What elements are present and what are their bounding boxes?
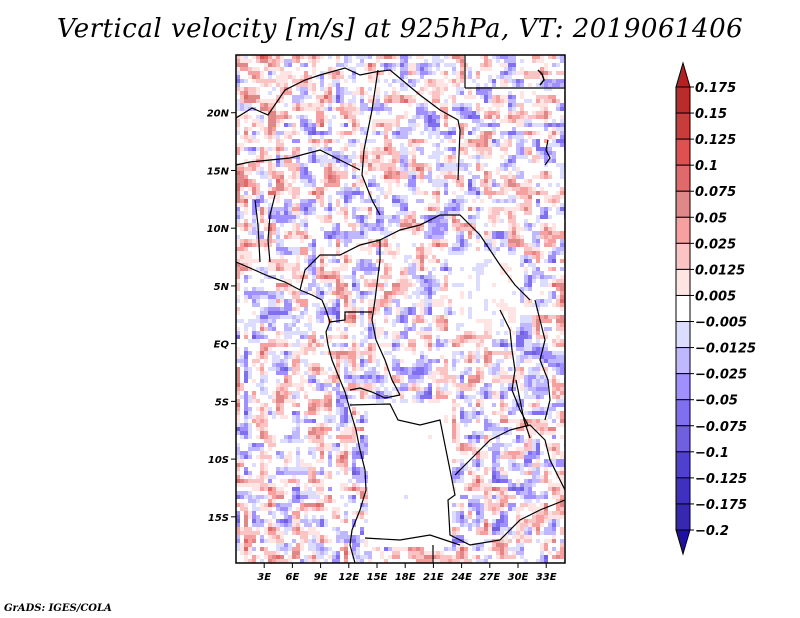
colorbar-swatch	[675, 425, 691, 453]
country-borders	[236, 55, 565, 563]
lon-tick-label: 3E	[257, 572, 271, 583]
border-line	[534, 299, 551, 421]
border-line	[371, 240, 401, 396]
colorbar-swatch	[675, 164, 691, 192]
lat-tick-label: EQ	[214, 340, 230, 351]
border-line	[236, 149, 361, 171]
colorbar-swatch	[675, 477, 691, 505]
lake-outline	[544, 139, 551, 166]
border-line	[349, 387, 401, 399]
lon-tick-label: 15E	[367, 572, 388, 583]
lon-tick-label: 9E	[314, 572, 328, 583]
colorbar-level-label: 0.0125	[695, 263, 745, 278]
border-line	[364, 534, 461, 546]
border-line	[329, 311, 372, 323]
colorbar-level-label: 0.05	[695, 211, 727, 226]
longitude-axis: 3E 6E 9E 12E 15E 18E 21E 24E 27E 30E 33E	[257, 563, 557, 583]
colorbar-swatch	[675, 503, 691, 531]
coastline	[236, 261, 367, 563]
colorbar-min-arrow	[675, 529, 691, 556]
vertical-velocity-field	[236, 55, 565, 563]
colorbar-level-label: 0.125	[695, 133, 736, 148]
colorbar-level-label: −0.075	[695, 420, 747, 435]
colorbar-level-label: −0.175	[695, 498, 747, 513]
border-line	[299, 214, 531, 301]
colorbar-level-label: 0.075	[695, 185, 736, 200]
chart-title: Vertical velocity [m/s] at 925hPa, VT: 2…	[56, 14, 744, 44]
lon-tick-label: 6E	[286, 572, 300, 583]
lat-tick-label: 15N	[207, 166, 230, 177]
colorbar-swatch	[675, 451, 691, 479]
colorbar-swatch	[675, 86, 691, 114]
latitude-axis: 20N 15N 10N 5N EQ 5S 10S 15S	[207, 109, 236, 524]
colorbar-swatch	[675, 268, 691, 296]
lon-tick-label: 33E	[536, 572, 557, 583]
colorbar-swatch	[675, 347, 691, 375]
colorbar-swatch	[675, 190, 691, 218]
colorbar-level-label: −0.0125	[695, 342, 756, 357]
footer-credit: GrADS: IGES/COLA	[4, 603, 112, 614]
lon-tick-label: 18E	[395, 572, 416, 583]
lat-tick-label: 5S	[215, 397, 229, 408]
colorbar: 0.175 0.15 0.125 0.1 0.075 0.05 0.025 0.0125 0.0…	[675, 61, 756, 556]
colorbar-max-arrow	[675, 61, 691, 88]
colorbar-level-label: −0.05	[695, 394, 738, 409]
lat-tick-label: 20N	[207, 109, 230, 120]
colorbar-level-label: 0.175	[695, 81, 736, 96]
map-frame	[235, 54, 566, 564]
colorbar-level-label: 0.025	[695, 237, 736, 252]
colorbar-swatch	[675, 399, 691, 427]
border-line	[361, 69, 381, 216]
border-line	[454, 424, 565, 491]
colorbar-swatch	[675, 294, 691, 323]
border-line	[499, 309, 529, 426]
colorbar-level-label: −0.1	[695, 446, 729, 461]
colorbar-level-label: −0.005	[695, 316, 747, 331]
colorbar-swatch	[675, 242, 691, 270]
colorbar-level-label: −0.025	[695, 368, 747, 383]
lon-tick-label: 30E	[508, 572, 529, 583]
colorbar-level-label: −0.125	[695, 472, 747, 487]
lake-outline	[537, 69, 545, 86]
lake-outline	[515, 379, 531, 439]
border-line	[254, 199, 261, 263]
colorbar-swatch	[675, 112, 691, 140]
colorbar-level-label: −0.2	[695, 524, 729, 539]
lat-tick-label: 10S	[208, 455, 229, 466]
colorbar-swatch	[675, 321, 691, 349]
border-line	[267, 194, 276, 263]
colorbar-swatch	[675, 373, 691, 401]
lat-tick-label: 10N	[207, 224, 230, 235]
colorbar-swatch	[675, 138, 691, 166]
border-line	[236, 67, 461, 181]
colorbar-level-label: 0.15	[695, 107, 727, 122]
lat-tick-label: 15S	[208, 513, 229, 524]
lat-tick-label: 5N	[214, 282, 230, 293]
border-line	[349, 403, 565, 546]
colorbar-level-label: 0.1	[695, 159, 718, 174]
colorbar-level-label: 0.005	[695, 289, 736, 304]
lon-tick-label: 12E	[338, 572, 359, 583]
lon-tick-label: 21E	[423, 572, 444, 583]
lon-tick-label: 24E	[451, 572, 472, 583]
colorbar-swatch	[675, 216, 691, 244]
lon-tick-label: 27E	[479, 572, 500, 583]
